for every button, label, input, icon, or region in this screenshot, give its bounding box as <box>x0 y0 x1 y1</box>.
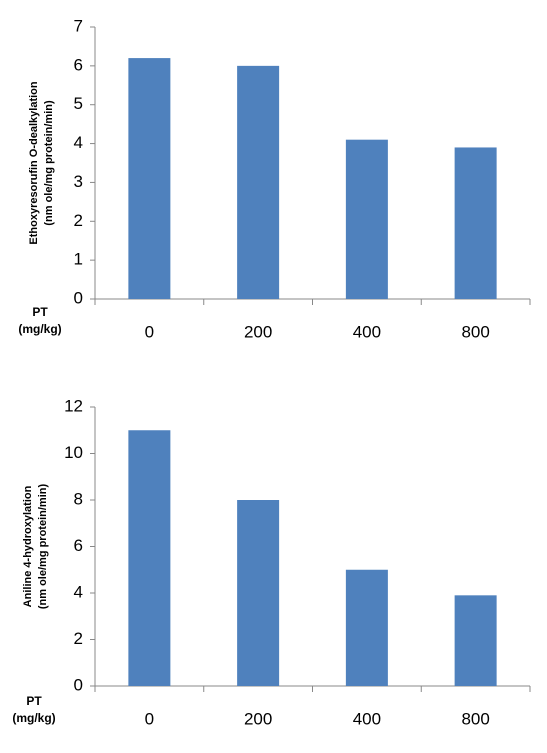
y-tick-label: 0 <box>74 675 83 694</box>
x-tick-label: 0 <box>145 709 154 728</box>
y-tick-label: 10 <box>64 443 83 462</box>
bar <box>345 569 388 686</box>
bar <box>128 58 171 300</box>
y-tick-label: 2 <box>74 629 83 648</box>
chart: 0 2 4 6 8 10 12 0 200 400 800 Aniline 4-hydroxylati… <box>12 396 531 728</box>
y-tick-label: 3 <box>74 172 83 191</box>
bar <box>237 500 280 686</box>
x-axis-label: (mg/kg) <box>18 322 61 336</box>
x-tick-label: 400 <box>353 709 381 728</box>
y-tick-label: 8 <box>74 489 83 508</box>
y-tick-label: 4 <box>74 582 83 601</box>
y-tick-label: 7 <box>74 16 83 35</box>
x-axis-label: (mg/kg) <box>12 711 55 725</box>
y-tick-label: 5 <box>74 94 83 113</box>
y-tick-label: 12 <box>64 396 83 415</box>
x-tick-label: 0 <box>145 322 154 341</box>
chart: 0 1 2 3 4 5 6 7 0 200 400 800 Ethoxyresorufin O-deal… <box>18 16 531 341</box>
y-tick-label: 6 <box>74 536 83 555</box>
y-axis-label: (nm ole/mg protein/min) <box>43 100 55 226</box>
bar <box>237 65 280 299</box>
bar <box>454 147 497 299</box>
y-tick-label: 2 <box>74 211 83 230</box>
x-tick-label: 800 <box>461 709 489 728</box>
x-axis-label: PT <box>32 305 48 319</box>
x-tick-label: 200 <box>244 709 272 728</box>
y-tick-label: 4 <box>74 133 83 152</box>
y-axis-label: Ethoxyresorufin O-dealkylation <box>28 81 40 244</box>
x-tick-label: 800 <box>461 322 489 341</box>
bar <box>454 595 497 686</box>
x-tick-label: 200 <box>244 322 272 341</box>
y-tick-label: 0 <box>74 288 83 307</box>
x-axis-label: PT <box>26 694 42 708</box>
y-axis-label: (nm ole/mg protein/min) <box>37 484 49 610</box>
y-tick-label: 1 <box>74 250 83 269</box>
bar <box>128 430 171 686</box>
y-axis-label: Aniline 4-hydroxylation <box>22 485 34 607</box>
bar <box>345 139 388 299</box>
x-tick-label: 400 <box>353 322 381 341</box>
y-tick-label: 6 <box>74 55 83 74</box>
